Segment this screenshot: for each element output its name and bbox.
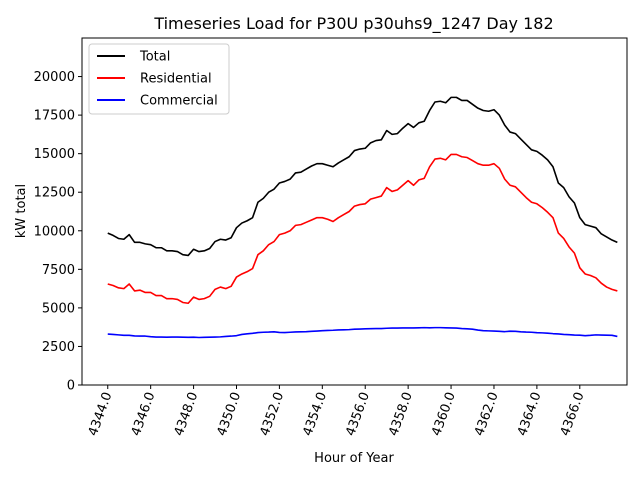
chart-title: Timeseries Load for P30U p30uhs9_1247 Da…: [153, 14, 553, 34]
series-line-commercial: [107, 326, 618, 339]
legend: Total Residential Commercial: [88, 43, 230, 115]
series-line-total: [107, 96, 618, 257]
y-tick-label: 17500: [34, 109, 75, 124]
y-tick-label: 12500: [34, 186, 75, 201]
y-tick-label: 10000: [34, 224, 75, 239]
y-tick-label: 20000: [34, 70, 75, 85]
legend-box: [88, 43, 230, 115]
x-axis-title: Hour of Year: [314, 451, 394, 466]
y-axis: 0 2500 5000 7500 10000 12500 15000 17500 20000: [34, 70, 82, 394]
y-tick-label: 15000: [34, 147, 75, 162]
series-line-residential: [107, 153, 618, 305]
legend-label-total: Total: [139, 50, 170, 65]
y-tick-label: 5000: [42, 301, 75, 316]
plot-frame: [81, 37, 628, 386]
y-tick-label: 0: [67, 379, 75, 394]
series-lines: [107, 96, 618, 339]
legend-label-commercial: Commercial: [140, 94, 218, 109]
y-tick-label: 7500: [42, 263, 75, 278]
y-tick-label: 2500: [42, 340, 75, 355]
y-axis-title: kW total: [14, 184, 29, 238]
legend-label-residential: Residential: [140, 72, 212, 87]
